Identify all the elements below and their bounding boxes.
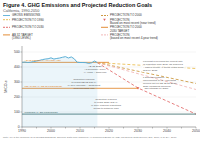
annotation: If 2030 successfullyimplemented by CA (i…: [143, 76, 178, 91]
x-tick-label: 2030: [134, 129, 142, 133]
grid-line: [22, 52, 196, 53]
source-note: Note: 1% is the minimum GHG EMISSIONS/20…: [3, 136, 177, 139]
legend-swatch: [101, 15, 108, 16]
legend-label: PROJECTION(based on most recent 4-year t…: [110, 33, 158, 40]
legend-label: PROJECTION TO 20002030 TARGET: [110, 25, 142, 32]
y-tick-label: 500: [14, 50, 20, 54]
text-line: PROJECTION TO 2030: [12, 25, 44, 29]
y-tick-label: 300: [14, 80, 20, 84]
legend-swatch: [3, 15, 10, 16]
axes: 0100200300400500199020002010202020302040…: [14, 46, 200, 133]
annotations: AB 32 GENERAL AIM FOR YOU MEAN GOAL: SB 3…: [3, 59, 185, 138]
annotation: Reduction requiredto reach 2050 GOAL:% 8…: [91, 98, 122, 110]
legend-swatch: [3, 19, 10, 20]
text-line: goal by 2075.: [143, 69, 158, 72]
annotation-box: [142, 60, 185, 73]
title: Figure 4. GHG Emissions and Projected Re…: [3, 2, 152, 8]
y-tick-label: 200: [14, 95, 20, 99]
legend-swatch: [103, 19, 106, 21]
text-line: (based on most recent 4-year trend): [110, 36, 158, 40]
text-line: Note: 1% is the minimum GHG EMISSIONS/20…: [3, 136, 177, 139]
x-tick-label: 2020: [105, 129, 113, 133]
y-axis-label: MtCO₂e: [4, 80, 8, 92]
y-tick-label: 400: [14, 65, 20, 69]
text-line: Figure 4. GHG Emissions and Projected Re…: [3, 2, 152, 8]
text-line: ~150 MtCO2e by 2050.: [143, 87, 169, 90]
legend: GROSS EMISSIONSPROJECTION TO 1990PROJECT…: [3, 13, 158, 40]
text-line: California, 1990-2050: [3, 9, 39, 13]
annotation: AB 32 2023:As Summary (16%)(# Years + ac…: [84, 65, 107, 74]
legend-swatch: [3, 34, 10, 35]
legend-swatch: [3, 27, 10, 28]
text-line: PROJECTION TO 1990: [12, 18, 44, 22]
legend-label: PROJECTION TO 1990: [12, 18, 44, 22]
legend-label: AB 32 TARGET(1990 LEVEL): [12, 33, 33, 40]
y-tick-label: 100: [14, 110, 20, 114]
annotation: Reduction requiredto reach SB 32 GOAL:% …: [68, 78, 101, 90]
text-line: AB 32 GENERAL AIM FOR YOU: [25, 59, 62, 62]
line-label: AB 32 GENERAL AIM FOR YOU: [25, 59, 62, 62]
chart: Figure 4. GHG Emissions and Projected Re…: [0, 0, 200, 150]
data-group: [22, 57, 196, 127]
legend-label: PROJECTION TO 2030: [12, 25, 44, 29]
text-line: MEAN GOAL: SB 32 PROTOCOL: [25, 85, 63, 88]
subtitle: California, 1990-2050: [3, 9, 39, 13]
line: [97, 63, 196, 90]
legend-swatch: [101, 27, 108, 28]
x-tick-label: 2040: [163, 129, 171, 133]
x-tick-label: 1990: [18, 129, 26, 133]
text-line: needs to between plan: [93, 107, 119, 110]
x-tick-label: 2000: [47, 129, 55, 133]
legend-label: PROJECTIONBased on most recent (near tre…: [110, 18, 156, 25]
text-line: PROPOSAL: EN PROTOCOL: [25, 111, 59, 114]
text-line: from previous year: [74, 87, 95, 90]
legend-swatch: [101, 34, 108, 35]
background: [0, 0, 200, 150]
x-tick-label: 2010: [76, 129, 84, 133]
annotation: Forecast of keeping the current rateof r…: [143, 60, 184, 72]
line-label: MEAN GOAL: SB 32 PROTOCOL: [25, 85, 63, 88]
line: [97, 63, 196, 84]
text-line: (# Years + achieved): [84, 71, 107, 74]
x-tick-label: 2050: [192, 129, 200, 133]
line: [22, 57, 97, 64]
line-label: PROPOSAL: EN PROTOCOL: [25, 111, 59, 114]
text-line: (1990 LEVEL): [12, 36, 31, 40]
